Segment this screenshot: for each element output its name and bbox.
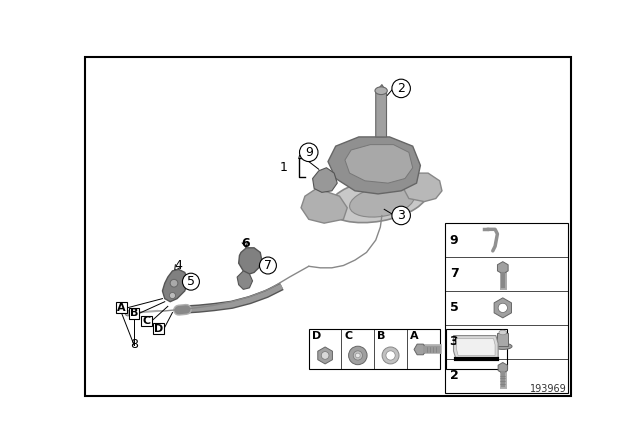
Text: 3: 3 xyxy=(450,335,458,348)
Text: D: D xyxy=(154,323,163,334)
Bar xyxy=(497,332,508,346)
Bar xyxy=(116,302,127,313)
Ellipse shape xyxy=(349,186,414,217)
Circle shape xyxy=(392,79,410,98)
Text: 2: 2 xyxy=(397,82,405,95)
Text: 1: 1 xyxy=(280,161,288,174)
Text: 193969: 193969 xyxy=(530,384,566,394)
Circle shape xyxy=(349,346,367,365)
Polygon shape xyxy=(456,339,495,356)
Polygon shape xyxy=(403,173,442,202)
Ellipse shape xyxy=(328,177,428,223)
Circle shape xyxy=(300,143,318,162)
Circle shape xyxy=(170,293,175,299)
Polygon shape xyxy=(301,189,348,223)
Polygon shape xyxy=(376,85,387,137)
Text: C: C xyxy=(142,316,150,326)
Text: A: A xyxy=(410,331,419,340)
Circle shape xyxy=(386,351,395,360)
Polygon shape xyxy=(454,336,498,359)
Bar xyxy=(141,315,152,326)
Circle shape xyxy=(170,280,178,287)
Polygon shape xyxy=(328,137,420,194)
Bar xyxy=(153,323,164,334)
Circle shape xyxy=(125,310,131,316)
Bar xyxy=(446,329,508,370)
Bar xyxy=(129,308,140,319)
Circle shape xyxy=(353,351,362,360)
Text: 5: 5 xyxy=(187,275,195,288)
Text: 7: 7 xyxy=(450,267,458,280)
Text: 3: 3 xyxy=(397,209,405,222)
Text: 2: 2 xyxy=(450,369,458,382)
Bar xyxy=(445,223,568,392)
Text: 7: 7 xyxy=(264,259,272,272)
Ellipse shape xyxy=(499,330,507,335)
Text: 8: 8 xyxy=(130,338,138,351)
Text: B: B xyxy=(378,331,386,340)
Polygon shape xyxy=(163,269,188,302)
Text: C: C xyxy=(344,331,353,340)
Ellipse shape xyxy=(375,87,387,95)
Ellipse shape xyxy=(493,343,512,349)
Text: 6: 6 xyxy=(241,237,250,250)
Polygon shape xyxy=(312,168,337,192)
Polygon shape xyxy=(345,145,413,183)
Circle shape xyxy=(182,273,200,290)
Text: B: B xyxy=(130,308,138,318)
Circle shape xyxy=(356,353,360,358)
Text: D: D xyxy=(312,331,321,340)
Circle shape xyxy=(498,303,508,313)
Polygon shape xyxy=(237,271,253,289)
Polygon shape xyxy=(239,248,262,274)
Circle shape xyxy=(259,257,276,274)
Text: 9: 9 xyxy=(305,146,313,159)
Text: A: A xyxy=(117,303,126,313)
Circle shape xyxy=(321,352,329,359)
Text: 5: 5 xyxy=(450,302,458,314)
Circle shape xyxy=(382,347,399,364)
Circle shape xyxy=(392,206,410,225)
Bar xyxy=(308,329,440,370)
Text: 9: 9 xyxy=(450,233,458,246)
Text: 4: 4 xyxy=(174,259,182,272)
